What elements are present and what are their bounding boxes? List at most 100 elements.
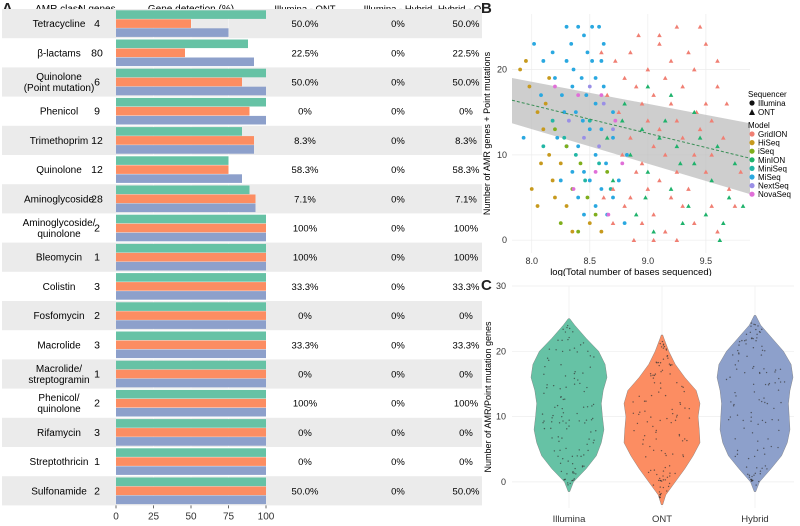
violin-point <box>567 482 569 484</box>
scatter-point-illumina <box>601 84 606 89</box>
violin-point <box>644 410 646 412</box>
n-genes-value: 80 <box>91 47 103 59</box>
violin-point <box>670 421 672 424</box>
scatter-point-ont <box>674 24 680 29</box>
violin-point <box>725 378 728 381</box>
detection-bar-hybrid <box>116 145 254 154</box>
violin-point <box>560 364 562 366</box>
violin-point <box>589 366 592 368</box>
legend-model-swatch <box>749 191 755 197</box>
violin-point <box>562 458 564 460</box>
violin-point <box>783 381 786 383</box>
scatter-point-illumina <box>564 204 569 208</box>
scatter-point-ont <box>674 169 680 174</box>
n-genes-value: 4 <box>94 18 100 30</box>
violin-point <box>662 486 665 489</box>
detection-bar-illumina <box>116 273 266 282</box>
violin-point <box>678 435 681 437</box>
detection-bar-ont <box>116 311 266 320</box>
amr-class-label-line2: (Point mutation) <box>24 83 95 94</box>
violin-point <box>552 414 554 417</box>
violin-point <box>764 465 767 467</box>
hybrid-ont-value: 0% <box>459 311 473 322</box>
legend-model-label: MiSeq <box>758 173 781 182</box>
violin-point <box>665 454 667 457</box>
scatter-point-ont <box>674 237 680 243</box>
detection-bar-hybrid <box>116 291 266 300</box>
n-genes-value: 12 <box>91 135 103 147</box>
legend-model-label: MinION <box>758 156 785 165</box>
violin-point <box>664 452 666 455</box>
violin-point <box>645 456 647 458</box>
scatter-point-illumina <box>521 135 526 140</box>
violin-point <box>729 376 731 378</box>
detection-bar-ont <box>116 340 266 350</box>
violin-point <box>750 416 752 418</box>
scatter-point-ont <box>726 186 732 191</box>
violin-point <box>586 406 589 408</box>
violin-point <box>745 343 747 345</box>
scatter-point-illumina <box>597 161 601 166</box>
scatter-point-ont <box>697 24 703 29</box>
n-genes-value: 3 <box>94 427 100 439</box>
detection-bar-ont <box>116 486 266 496</box>
scatter-point-ont <box>662 75 668 80</box>
violin-point <box>582 406 585 408</box>
hybrid-ont-value: 33.3% <box>453 282 480 293</box>
detection-bar-illumina <box>116 214 266 224</box>
violin-point <box>732 405 735 407</box>
scatter-point-ont <box>639 220 645 225</box>
violin-point <box>571 480 573 482</box>
scatter-point-illumina <box>593 76 598 80</box>
scatter-point-ont <box>610 178 616 183</box>
scatter-point-illumina <box>553 127 557 132</box>
scatter-point-ont <box>645 186 651 191</box>
violin-point <box>665 349 668 351</box>
violin-point <box>595 430 597 432</box>
scatter-point-illumina <box>573 152 578 157</box>
violin-point <box>591 405 593 407</box>
scatter-point-ont <box>651 237 656 243</box>
scatter-point-illumina <box>585 195 590 200</box>
scatter-point-ont <box>662 229 668 234</box>
violin-point <box>750 478 753 481</box>
violin-point <box>660 370 662 373</box>
scatter-point-ont <box>662 118 668 123</box>
violin-point <box>727 418 730 421</box>
violin-point <box>583 465 585 467</box>
violin-point <box>660 449 663 452</box>
scatter-point-illumina <box>553 84 557 89</box>
y-tick-label: 20 <box>496 346 506 356</box>
violin-point <box>668 465 671 467</box>
scatter-point-illumina <box>587 221 592 226</box>
violin-point <box>569 482 571 485</box>
violin-point <box>571 463 574 465</box>
scatter-point-illumina <box>562 135 567 140</box>
scatter-point-illumina <box>599 59 604 63</box>
scatter-point-ont <box>622 75 627 80</box>
scatter-point-illumina <box>582 212 586 217</box>
violin-point <box>557 455 559 458</box>
illumina-hybrid-value: 0% <box>391 19 405 30</box>
hybrid-ont-value: 58.3% <box>453 165 480 176</box>
violin-point <box>666 476 669 479</box>
violin-point <box>669 475 671 477</box>
illumina-ont-value: 33.3% <box>292 340 319 351</box>
illumina-ont-value: 58.3% <box>292 165 319 176</box>
scatter-point-illumina <box>622 221 627 226</box>
scatter-point-ont <box>726 195 732 200</box>
violin-point <box>564 478 566 481</box>
violin-point <box>557 339 559 341</box>
scatter-point-illumina <box>599 93 604 97</box>
scatter-point-ont <box>651 144 656 149</box>
amr-class-label-line2: streptogramin <box>28 375 89 386</box>
detection-bar-ont <box>116 77 242 87</box>
violin-point <box>643 435 646 437</box>
scatter-point-ont <box>691 220 697 225</box>
y-axis-title: Number of AMR genes + Point mutations <box>482 51 492 215</box>
scatter-point-ont <box>715 84 720 89</box>
violin-point <box>777 419 780 421</box>
y-tick-label: 10 <box>496 412 506 422</box>
violin-point <box>770 445 772 448</box>
scatter-point-ont <box>715 58 720 63</box>
